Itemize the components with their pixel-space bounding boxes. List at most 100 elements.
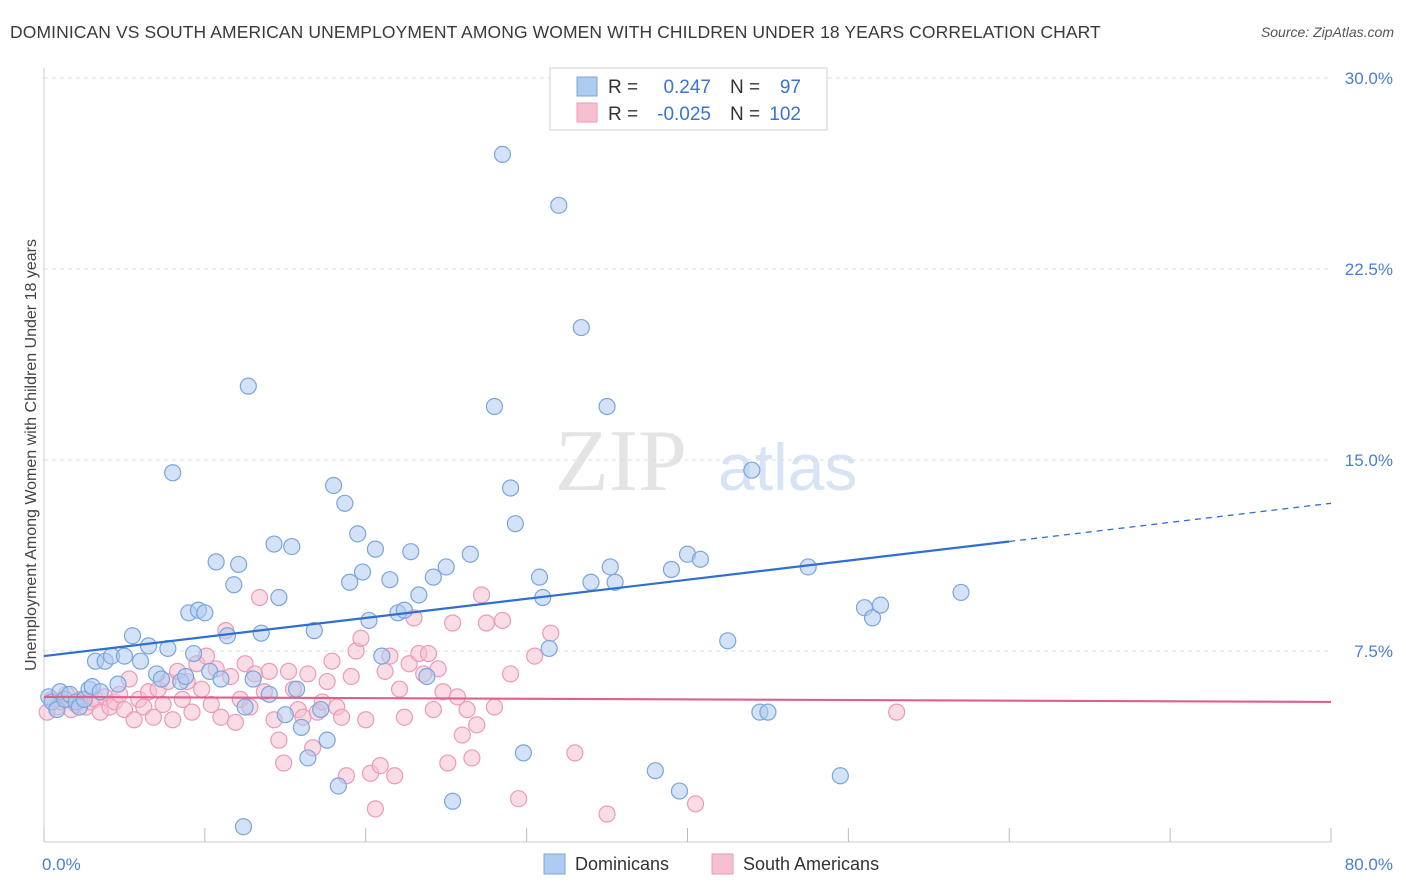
south-american-point (472, 586, 491, 604)
south-american-point (439, 754, 457, 772)
dominican-point (540, 639, 558, 658)
dominican-point (444, 792, 462, 810)
legend-n-value-dominicans: 97 (780, 77, 801, 98)
x-tick-label-max: 80.0% (1345, 855, 1393, 874)
south-american-point (493, 611, 512, 630)
dominican-point (305, 622, 323, 640)
series-legend: Dominicans South Americans (543, 853, 879, 875)
dominican-point (550, 196, 568, 214)
legend-swatch-dominicans (576, 76, 598, 97)
dominicans-trend-line-extension (1009, 502, 1332, 543)
correlation-legend: R = 0.247 N = 97 R = -0.025 N = 102 (549, 67, 828, 131)
y-tick-label: 15.0% (1345, 451, 1393, 470)
south-american-point (173, 690, 191, 708)
dominican-point (373, 647, 391, 665)
dominican-point (196, 604, 214, 622)
dominican-point (381, 571, 399, 589)
dominican-point (424, 568, 442, 586)
dominican-point (719, 632, 737, 650)
south-american-point (154, 695, 172, 714)
south-american-point (598, 805, 616, 823)
dominican-point (336, 494, 354, 512)
south-american-point (463, 749, 481, 767)
dominican-point (270, 588, 288, 607)
south-american-point (212, 708, 230, 726)
dominican-point (670, 782, 689, 800)
dominican-point (131, 652, 150, 670)
dominican-point (871, 596, 890, 614)
south-american-point (390, 680, 409, 698)
south-american-point (395, 708, 413, 726)
south-american-point (424, 700, 442, 719)
dominicans-trend-line (43, 540, 1010, 658)
trend-lines (43, 502, 1332, 704)
south-american-point (376, 662, 394, 680)
dominican-point (952, 583, 970, 602)
south-american-point (526, 647, 544, 665)
dominican-point (260, 685, 278, 703)
dominicans-points (40, 145, 970, 836)
south-american-point (275, 754, 293, 772)
watermark-zip: ZIP (555, 413, 687, 510)
dominican-point (265, 535, 283, 553)
south-american-point (509, 790, 528, 808)
south-american-point (318, 672, 336, 691)
south-americans-trend-line (43, 695, 1332, 704)
dominican-point (91, 683, 109, 701)
legend-r-value-dominicans: 0.247 (663, 77, 711, 98)
y-tick-label: 30.0% (1345, 69, 1393, 88)
legend-n-value-south-americans: 102 (769, 104, 801, 125)
south-american-point (352, 629, 370, 647)
dominican-point (225, 576, 243, 594)
dominican-point (115, 647, 134, 665)
x-tick-label-min: 0.0% (42, 855, 81, 874)
dominican-point (691, 550, 709, 568)
south-american-point (448, 688, 467, 706)
dominican-point (312, 700, 330, 719)
dominican-point (601, 558, 619, 576)
dominican-point (341, 573, 359, 591)
dominican-point (318, 731, 336, 749)
dominican-point (292, 718, 310, 737)
dominican-point (863, 609, 882, 627)
dominican-point (493, 145, 512, 163)
legend-n-label-south-americans: N = (730, 104, 760, 125)
dominican-point (152, 670, 171, 688)
chart-title: DOMINICAN VS SOUTH AMERICAN UNEMPLOYMENT… (10, 22, 1101, 42)
y-tick-label: 7.5% (1354, 642, 1393, 661)
dominican-point (395, 601, 413, 619)
south-american-point (386, 767, 404, 785)
south-american-point (371, 756, 389, 775)
south-american-point (542, 624, 560, 642)
south-american-point (144, 708, 162, 726)
dominican-point (349, 525, 367, 543)
south-american-point (279, 662, 298, 680)
south-american-point (357, 711, 375, 729)
dominican-point (236, 698, 254, 716)
dominican-point (109, 675, 127, 693)
south-american-point (477, 614, 496, 632)
dominican-point (212, 670, 230, 688)
dominican-point (743, 461, 761, 479)
south-american-point (333, 708, 351, 726)
dominican-point (366, 540, 385, 558)
dominican-point (234, 818, 253, 836)
x-ticks (43, 828, 1332, 842)
dominican-point (164, 464, 182, 482)
south-american-point (164, 711, 182, 729)
dominican-point (252, 624, 270, 642)
dominican-point (123, 627, 142, 645)
dominican-point (582, 573, 600, 591)
south-american-point (686, 795, 705, 813)
watermark-atlas: atlas (718, 430, 857, 504)
dominican-point (239, 377, 257, 395)
dominican-point (139, 637, 158, 655)
south-american-point (193, 680, 211, 698)
south-american-point (444, 614, 462, 632)
dominican-point (324, 476, 343, 495)
legend-swatch-south-americans (576, 102, 598, 123)
south-american-point (299, 665, 317, 683)
south-american-point (183, 703, 201, 721)
south-american-point (888, 703, 906, 721)
y-tick-labels: 7.5% 15.0% 22.5% 30.0% (1345, 69, 1393, 661)
